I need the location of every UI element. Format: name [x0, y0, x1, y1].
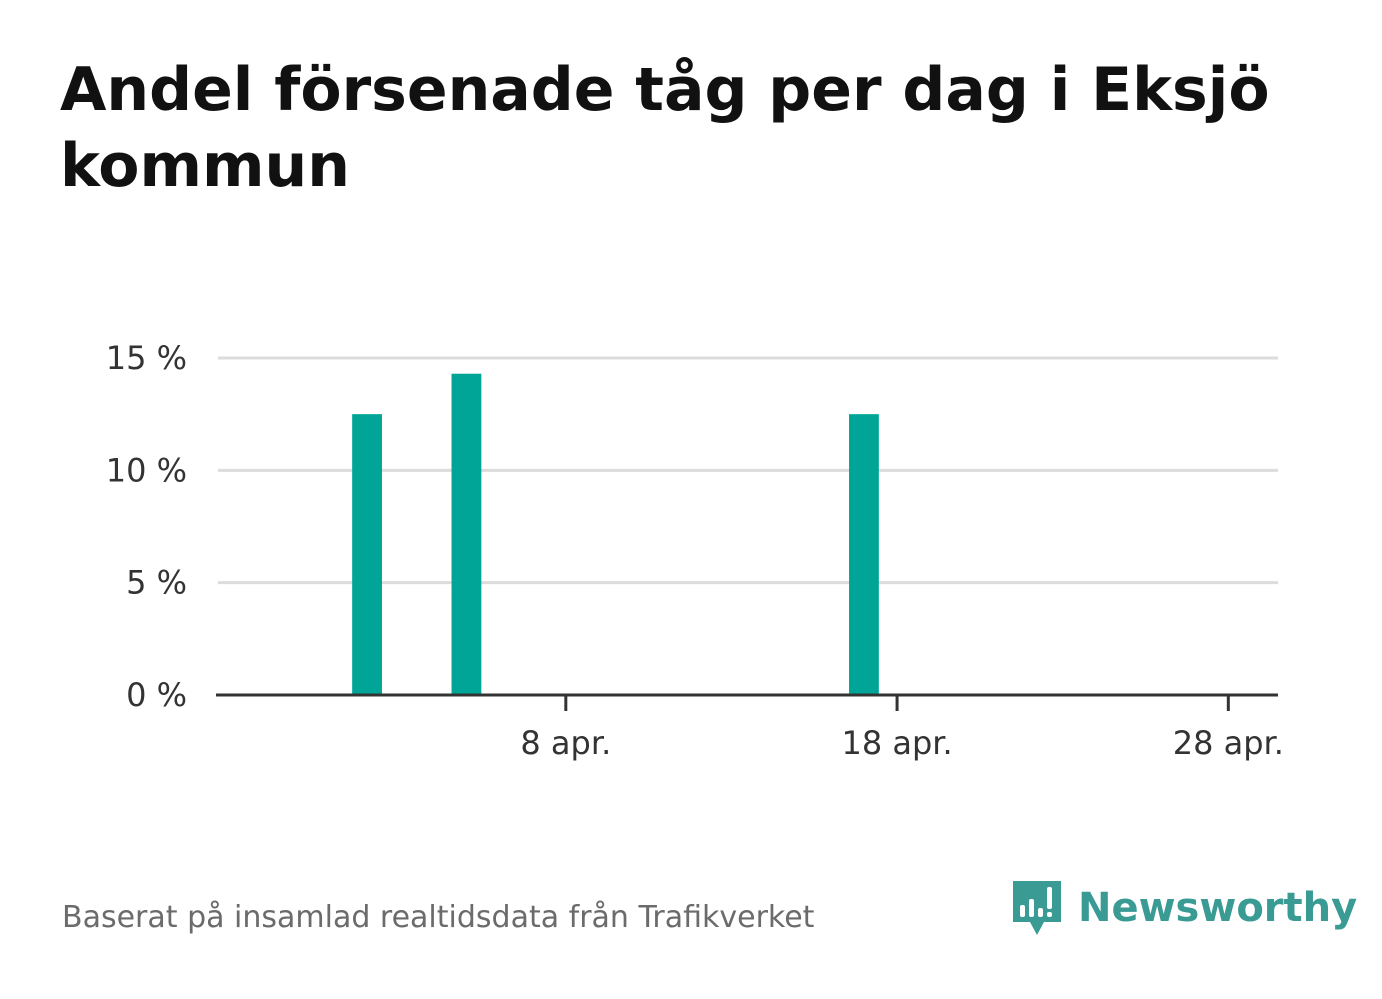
chart-title: Andel försenade tåg per dag i Eksjö komm…	[60, 55, 1270, 201]
y-tick-label: 15 %	[106, 339, 187, 377]
y-tick-label: 5 %	[126, 564, 187, 602]
bar	[849, 414, 879, 695]
x-axis-ticks: 8 apr. 18 apr. 28 apr.	[520, 695, 1284, 762]
bar	[352, 414, 382, 695]
newsworthy-logo-icon	[1013, 881, 1061, 935]
brand-name: Newsworthy	[1078, 885, 1358, 931]
x-tick-label: 18 apr.	[841, 724, 952, 762]
y-tick-label: 0 %	[126, 676, 187, 714]
brand: Newsworthy	[1010, 878, 1357, 938]
y-tick-label: 10 %	[106, 451, 187, 489]
y-axis-labels: 0 % 5 % 10 % 15 %	[106, 339, 187, 714]
x-tick-label: 8 apr.	[520, 724, 611, 762]
x-tick-label: 28 apr.	[1173, 724, 1284, 762]
source-note: Baserat på insamlad realtidsdata från Tr…	[62, 900, 815, 935]
gridlines	[218, 356, 1278, 585]
bar	[451, 373, 482, 695]
bars	[352, 373, 879, 695]
